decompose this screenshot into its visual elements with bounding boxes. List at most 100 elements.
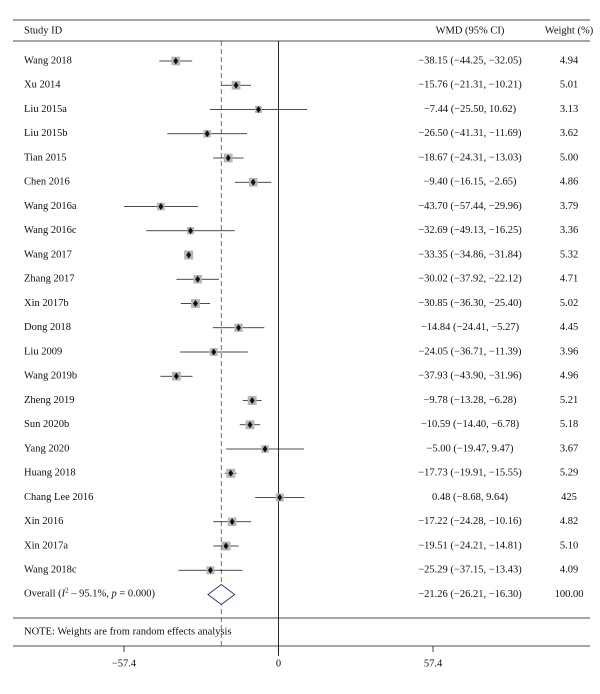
study-10-name: Xin 2017b [24,298,69,309]
plot-frame [13,19,590,647]
overall-label: Overall (I2 – 95.1%, p = 0.000) [24,586,156,600]
study-14-ci-text: −9.78 (−13.28, −6.28) [423,395,517,406]
study-7-name: Wang 2016c [24,225,77,236]
study-6-weight: 3.79 [560,201,578,212]
study-14-weight: 5.21 [560,395,578,406]
study-6-ci-text: −43.70 (−57.44, −29.96) [418,201,522,212]
study-13-name: Wang 2019b [24,371,77,382]
study-4-weight: 5.00 [560,152,578,163]
study-1-weight: 5.01 [560,80,578,91]
study-17-point [228,469,234,477]
study-6-name: Wang 2016a [24,201,77,212]
study-15-name: Sun 2020b [24,419,69,430]
study-19-point [229,518,235,526]
plot-marks [123,41,434,656]
study-2-name: Liu 2015a [24,104,67,115]
study-18-ci-text: 0.48 (−8.68, 9.64) [432,492,508,503]
study-17-name: Huang 2018 [24,468,76,479]
study-7-weight: 3.36 [560,225,578,236]
study-7-ci-text: −32.69 (−49.13, −16.25) [418,225,522,236]
study-12-name: Liu 2009 [24,346,62,357]
study-8-name: Wang 2017 [24,249,72,260]
study-14-name: Zheng 2019 [24,395,74,406]
study-15-ci-text: −10.59 (−14.40, −6.78) [421,419,520,430]
study-10-ci-text: −30.85 (−36.30, −25.40) [418,298,522,309]
overall-weight: 100.00 [555,589,584,600]
study-18-name: Chang Lee 2016 [24,492,93,503]
study-11-point [236,324,242,332]
study-0-ci-text: −38.15 (−44.25, −32.05) [418,55,522,66]
study-12-ci-text: −24.05 (−36.71, −11.39) [418,346,522,357]
study-17-ci-text: −17.73 (−19.91, −15.55) [418,468,522,479]
study-13-point [173,372,179,380]
study-19-ci-text: −17.22 (−24.28, −10.16) [418,516,522,527]
study-13-ci-text: −37.93 (−43.90, −31.96) [418,371,522,382]
study-5-name: Chen 2016 [24,177,70,188]
study-16-name: Yang 2020 [24,443,69,454]
study-7-point [188,227,194,235]
study-9-point [195,275,201,283]
study-16-point [262,445,268,453]
study-11-weight: 4.45 [560,322,578,333]
study-13-weight: 4.96 [560,371,578,382]
study-21-ci-text: −25.29 (−37.15, −13.43) [418,565,522,576]
study-2-ci-text: −7.44 (−25.50, 10.62) [424,104,517,115]
study-1-name: Xu 2014 [24,80,61,91]
study-20-name: Xin 2017a [24,540,68,551]
study-6-point [158,203,164,210]
x-tick-label-1: 0 [276,658,281,669]
study-5-ci-text: −9.40 (−16.15, −2.65) [423,177,517,188]
plot-labels: Study ID WMD (95% CI) Weight (%) Wang 2018 −… [24,25,594,669]
study-8-ci-text: −33.35 (−34.86, −31.84) [418,249,522,260]
study-9-ci-text: −30.02 (−37.92, −22.12) [418,274,522,285]
x-tick-label-0: −57.4 [112,658,137,669]
study-4-name: Tian 2015 [24,152,67,163]
study-19-weight: 4.82 [560,516,578,527]
header-wmd-ci: WMD (95% CI) [436,25,505,36]
study-20-weight: 5.10 [560,540,578,551]
study-21-name: Wang 2018c [24,565,77,576]
study-16-weight: 3.67 [560,443,578,454]
study-12-point [211,348,217,356]
study-21-weight: 4.09 [560,565,578,576]
study-2-point [255,106,261,113]
study-10-point [192,300,198,307]
study-3-weight: 3.62 [560,128,578,139]
x-tick-label-2: 57.4 [424,658,443,669]
study-18-point [277,494,283,501]
study-19-name: Xin 2016 [24,516,63,527]
study-10-weight: 5.02 [560,298,578,309]
study-3-point [204,130,210,138]
study-2-weight: 3.13 [560,104,578,115]
study-12-weight: 3.96 [560,346,578,357]
study-9-name: Zhang 2017 [24,274,74,285]
study-8-weight: 5.32 [560,249,578,260]
study-4-point [225,154,231,162]
study-16-ci-text: −5.00 (−19.47, 9.47) [426,443,514,454]
study-11-ci-text: −14.84 (−24.41, −5.27) [421,322,520,333]
study-17-weight: 5.29 [560,468,578,479]
study-0-name: Wang 2018 [24,55,72,66]
study-3-name: Liu 2015b [24,128,67,139]
study-11-name: Dong 2018 [24,322,71,333]
study-15-weight: 5.18 [560,419,578,430]
overall-ci-text: −21.26 (−26.21, −16.30) [418,589,522,600]
study-1-ci-text: −15.76 (−21.31, −10.21) [418,80,522,91]
study-5-point [250,178,256,186]
header-study-id: Study ID [24,25,63,36]
study-21-point [207,566,213,574]
study-0-point [173,57,179,65]
study-0-weight: 4.94 [560,55,579,66]
study-5-weight: 4.86 [560,177,578,188]
study-8-point [186,251,192,259]
study-20-ci-text: −19.51 (−24.21, −14.81) [418,540,522,551]
study-15-point [247,421,253,429]
study-9-weight: 4.71 [560,274,578,285]
study-1-point [233,81,239,89]
study-18-weight: 425 [561,492,577,503]
study-3-ci-text: −26.50 (−41.31, −11.69) [418,128,522,139]
overall-diamond [207,583,236,606]
study-14-point [249,397,255,404]
header-weight: Weight (%) [545,25,594,36]
